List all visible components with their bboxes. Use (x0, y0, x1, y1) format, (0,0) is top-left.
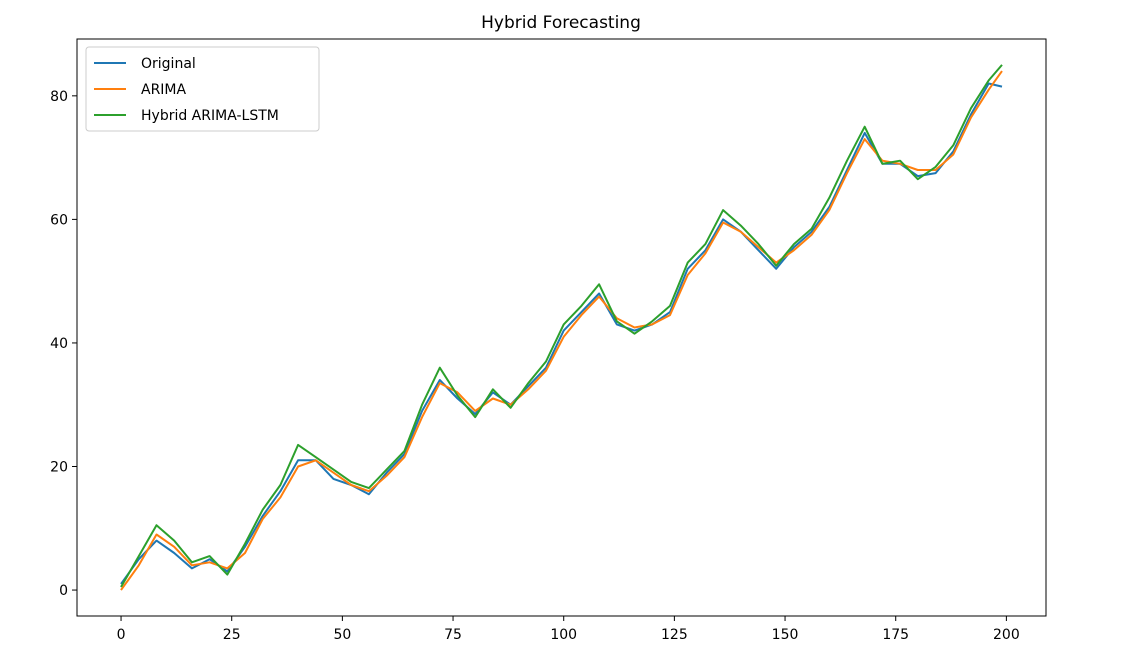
plot-area-frame (76, 38, 1047, 617)
series-line-2 (120, 64, 1003, 588)
x-tick-label: 50 (333, 627, 351, 643)
y-tick-label: 60 (50, 212, 68, 228)
y-axis: 0 20 40 60 80 (50, 89, 77, 599)
series-lines (120, 64, 1003, 591)
x-tick-label: 75 (444, 627, 462, 643)
y-tick-label: 20 (50, 459, 68, 475)
y-tick-label: 0 (59, 583, 68, 599)
legend: Original ARIMA Hybrid ARIMA-LSTM (85, 46, 320, 132)
x-tick-label: 25 (223, 627, 241, 643)
chart-title: Hybrid Forecasting (481, 13, 641, 33)
x-tick-label: 125 (661, 627, 688, 643)
y-tick-label: 40 (50, 336, 68, 352)
x-tick-label: 175 (882, 627, 909, 643)
x-axis: 0 25 50 75 100 125 150 175 200 (117, 616, 1020, 643)
x-tick-label: 200 (993, 627, 1020, 643)
legend-label: Original (141, 56, 196, 72)
x-tick-label: 150 (772, 627, 799, 643)
y-tick-label: 80 (50, 89, 68, 105)
legend-label: ARIMA (141, 82, 187, 98)
x-tick-label: 0 (117, 627, 126, 643)
x-tick-label: 100 (550, 627, 577, 643)
series-line-1 (120, 70, 1003, 591)
series-line-0 (120, 82, 1003, 585)
legend-box (85, 46, 320, 132)
legend-label: Hybrid ARIMA-LSTM (141, 108, 279, 124)
